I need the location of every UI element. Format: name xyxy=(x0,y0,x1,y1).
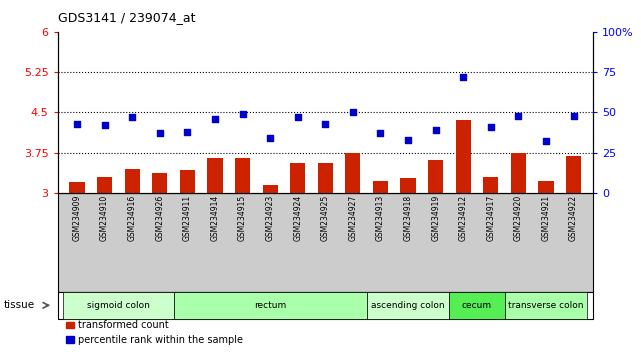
Text: GSM234912: GSM234912 xyxy=(459,195,468,241)
Point xyxy=(403,137,413,143)
Point xyxy=(431,127,441,133)
Bar xyxy=(538,181,554,193)
Text: GSM234914: GSM234914 xyxy=(210,195,219,241)
Text: GSM234916: GSM234916 xyxy=(128,195,137,241)
Text: GDS3141 / 239074_at: GDS3141 / 239074_at xyxy=(58,11,196,24)
Point xyxy=(99,122,110,128)
Bar xyxy=(483,177,499,193)
Text: GSM234909: GSM234909 xyxy=(72,195,81,241)
Bar xyxy=(318,164,333,193)
Text: GSM234923: GSM234923 xyxy=(265,195,274,241)
Point xyxy=(154,131,165,136)
Bar xyxy=(69,182,85,193)
Bar xyxy=(456,120,471,193)
Text: GSM234925: GSM234925 xyxy=(320,195,330,241)
Bar xyxy=(345,153,360,193)
Bar xyxy=(263,185,278,193)
Point xyxy=(376,131,386,136)
Text: GSM234927: GSM234927 xyxy=(349,195,358,241)
Bar xyxy=(235,158,250,193)
Bar xyxy=(428,160,444,193)
Bar xyxy=(207,158,222,193)
Point xyxy=(182,129,192,135)
Legend: transformed count, percentile rank within the sample: transformed count, percentile rank withi… xyxy=(63,316,247,349)
Text: GSM234915: GSM234915 xyxy=(238,195,247,241)
Point xyxy=(486,124,496,130)
Point xyxy=(292,114,303,120)
Text: GSM234926: GSM234926 xyxy=(155,195,164,241)
Bar xyxy=(152,172,167,193)
Text: GSM234919: GSM234919 xyxy=(431,195,440,241)
Bar xyxy=(373,181,388,193)
Point xyxy=(320,121,331,126)
Text: ascending colon: ascending colon xyxy=(371,301,445,310)
Point xyxy=(541,138,551,144)
Text: GSM234920: GSM234920 xyxy=(514,195,523,241)
Bar xyxy=(124,169,140,193)
Point xyxy=(265,135,275,141)
Bar xyxy=(290,164,305,193)
Text: GSM234917: GSM234917 xyxy=(487,195,495,241)
Bar xyxy=(97,177,112,193)
Point xyxy=(210,116,220,122)
Text: cecum: cecum xyxy=(462,301,492,310)
Text: GSM234918: GSM234918 xyxy=(404,195,413,241)
Point xyxy=(72,121,82,126)
Bar xyxy=(401,178,415,193)
Text: GSM234910: GSM234910 xyxy=(100,195,109,241)
Point xyxy=(458,74,469,80)
Point xyxy=(237,111,247,117)
Text: rectum: rectum xyxy=(254,301,287,310)
Point xyxy=(513,113,524,119)
Point xyxy=(348,110,358,115)
Text: GSM234911: GSM234911 xyxy=(183,195,192,241)
Text: GSM234922: GSM234922 xyxy=(569,195,578,241)
Point xyxy=(569,113,579,119)
Bar xyxy=(566,156,581,193)
Text: sigmoid colon: sigmoid colon xyxy=(87,301,150,310)
Point xyxy=(127,114,137,120)
Bar xyxy=(511,153,526,193)
Text: GSM234924: GSM234924 xyxy=(293,195,302,241)
Text: GSM234921: GSM234921 xyxy=(542,195,551,241)
Text: GSM234913: GSM234913 xyxy=(376,195,385,241)
Text: tissue: tissue xyxy=(3,300,35,310)
Bar xyxy=(179,170,195,193)
Text: transverse colon: transverse colon xyxy=(508,301,584,310)
